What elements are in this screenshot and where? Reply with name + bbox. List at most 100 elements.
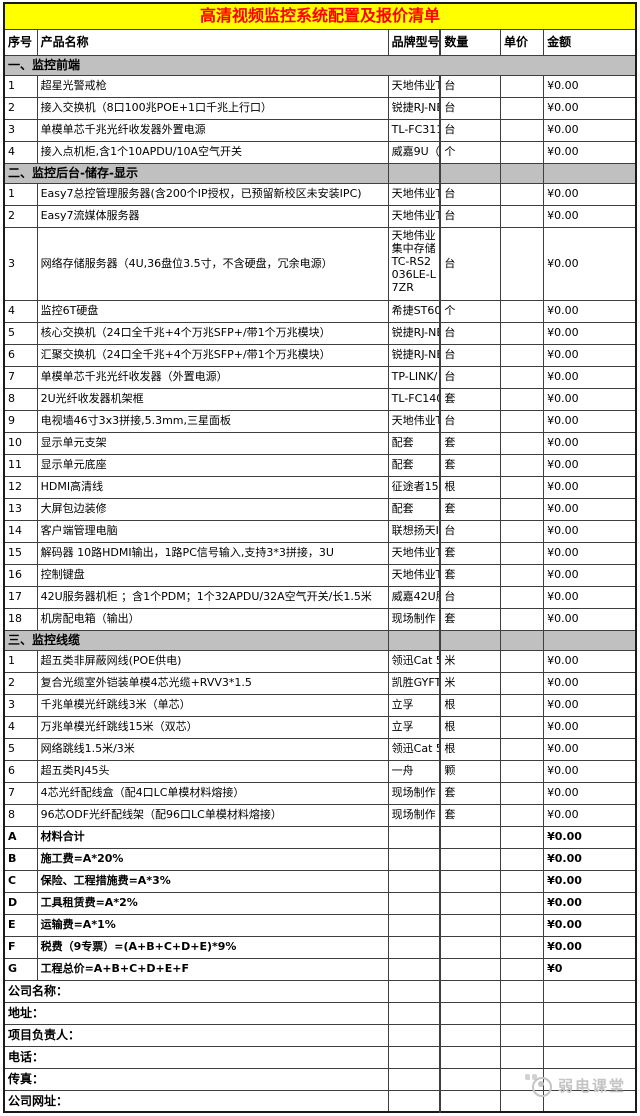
amount-cell bbox=[543, 1067, 637, 1091]
brand-model-cell bbox=[387, 913, 441, 937]
quantity-unit-cell bbox=[439, 825, 502, 849]
summary-label-cell: 税费（9专票）=(A+B+C+D+E)*9% bbox=[36, 935, 389, 959]
table-row: 序号 产品名称 品牌型号 数量 单价 金额 bbox=[3, 28, 637, 56]
table-row: F 税费（9专票）=(A+B+C+D+E)*9% ¥0.00 bbox=[3, 935, 637, 959]
column-header-5: 单价 bbox=[499, 28, 545, 56]
table-row: 公司名称： bbox=[3, 979, 637, 1003]
unit-price-cell bbox=[499, 759, 545, 783]
summary-code-cell: F bbox=[3, 935, 38, 959]
amount-cell: ¥0.00 bbox=[543, 935, 637, 959]
amount-cell: ¥0.00 bbox=[543, 891, 637, 915]
brand-model-cell: 现场制作 bbox=[387, 607, 441, 631]
unit-price-cell bbox=[499, 118, 545, 142]
amount-cell: ¥0.00 bbox=[543, 409, 637, 433]
row-number-cell: 4 bbox=[3, 299, 38, 323]
brand-model-cell bbox=[387, 1045, 441, 1069]
product-name-cell: 控制键盘 bbox=[36, 563, 389, 587]
unit-price-cell bbox=[499, 1001, 545, 1025]
summary-code-cell: E bbox=[3, 913, 38, 937]
unit-price-cell bbox=[499, 607, 545, 631]
section-band-amount-cell bbox=[543, 162, 637, 184]
amount-cell: ¥0.00 bbox=[543, 497, 637, 521]
brand-model-cell bbox=[387, 847, 441, 871]
brand-model-cell: TL-FC140 bbox=[387, 387, 441, 411]
table-row: 4监控6T硬盘希捷ST600个 ¥0.00 bbox=[3, 299, 637, 323]
amount-cell: ¥0.00 bbox=[543, 649, 637, 673]
row-number-cell: 3 bbox=[3, 118, 38, 142]
summary-code-cell: C bbox=[3, 869, 38, 893]
table-row: 12HDMI高清线征途者15米根 ¥0.00 bbox=[3, 475, 637, 499]
brand-model-cell: 锐捷RJ-NE bbox=[387, 96, 441, 120]
unit-price-cell bbox=[499, 891, 545, 915]
table-row: 6 汇聚交换机（24口全千兆+4个万兆SFP+/带1个万兆模块） 锐捷RJ-NE 台 ¥… bbox=[3, 343, 637, 367]
unit-price-cell bbox=[499, 1023, 545, 1047]
row-number-cell: 6 bbox=[3, 343, 38, 367]
section-band-brand-cell bbox=[387, 162, 441, 184]
table-row: 1 超星光警戒枪 天地伟业T 台 ¥0.00 bbox=[3, 74, 637, 98]
footer-label-cell: 电话： bbox=[3, 1045, 389, 1069]
product-name-cell: 超五类RJ45头 bbox=[36, 759, 389, 783]
amount-cell: ¥0.00 bbox=[543, 74, 637, 98]
amount-cell: ¥0.00 bbox=[543, 140, 637, 164]
table-row: 电话： bbox=[3, 1045, 637, 1069]
product-name-cell: 大屏包边装修 bbox=[36, 497, 389, 521]
quantity-unit-cell: 台 bbox=[439, 182, 502, 206]
amount-cell: ¥0.00 bbox=[543, 96, 637, 120]
unit-price-cell bbox=[499, 299, 545, 323]
quantity-unit-cell: 套 bbox=[439, 453, 502, 477]
product-name-cell: 机房配电箱（输出） bbox=[36, 607, 389, 631]
amount-cell: ¥0.00 bbox=[543, 343, 637, 367]
table-row: C 保险、工程措施费=A*3% ¥0.00 bbox=[3, 869, 637, 893]
quantity-unit-cell bbox=[439, 1001, 502, 1025]
table-row: 项目负责人： bbox=[3, 1023, 637, 1047]
quantity-unit-cell: 套 bbox=[439, 607, 502, 631]
quantity-unit-cell bbox=[439, 1089, 502, 1113]
unit-price-cell bbox=[499, 140, 545, 164]
product-name-cell: 解码器 10路HDMI输出，1路PC信号输入,支持3*3拼接，3U bbox=[36, 541, 389, 565]
unit-price-cell bbox=[499, 847, 545, 871]
row-number-cell: 16 bbox=[3, 563, 38, 587]
brand-model-cell: 配套 bbox=[387, 431, 441, 455]
table-row: 4 万兆单模光纤跳线15米（双芯） 立孚根 ¥0.00 bbox=[3, 715, 637, 739]
footer-label-cell: 公司网址： bbox=[3, 1089, 389, 1113]
unit-price-cell bbox=[499, 519, 545, 543]
product-name-cell: Easy7总控管理服务器(含200个IP授权，已预留新校区未安装IPC) bbox=[36, 182, 389, 206]
row-number-cell: 4 bbox=[3, 715, 38, 739]
product-name-cell: 显示单元支架 bbox=[36, 431, 389, 455]
table-row: 二、监控后台-储存-显示 bbox=[3, 162, 637, 184]
product-name-cell: 接入点机柜,含1个10APDU/10A空气开关 bbox=[36, 140, 389, 164]
quantity-unit-cell: 根 bbox=[439, 693, 502, 717]
table-row: A 材料合计 ¥0.00 bbox=[3, 825, 637, 849]
table-row: 9 电视墙46寸3x3拼接,5.3mm,三星面板 天地伟业T 台 ¥0.00 bbox=[3, 409, 637, 433]
unit-price-cell bbox=[499, 1045, 545, 1069]
section-band-price-cell bbox=[499, 162, 545, 184]
amount-cell: ¥0.00 bbox=[543, 321, 637, 345]
amount-cell: ¥0.00 bbox=[543, 118, 637, 142]
quantity-unit-cell: 套 bbox=[439, 431, 502, 455]
unit-price-cell bbox=[499, 431, 545, 455]
amount-cell: ¥0.00 bbox=[543, 715, 637, 739]
unit-price-cell bbox=[499, 693, 545, 717]
row-number-cell: 5 bbox=[3, 737, 38, 761]
table-row: 14 客户端管理电脑 联想扬天I 台 ¥0.00 bbox=[3, 519, 637, 543]
unit-price-cell bbox=[499, 475, 545, 499]
quantity-unit-cell: 套 bbox=[439, 563, 502, 587]
quantity-unit-cell: 台 bbox=[439, 365, 502, 389]
product-name-cell: 接入交换机（8口100兆POE+1口千兆上行口） bbox=[36, 96, 389, 120]
amount-cell: ¥0.00 bbox=[543, 607, 637, 631]
unit-price-cell bbox=[499, 737, 545, 761]
amount-cell: ¥0.00 bbox=[543, 519, 637, 543]
section-heading: 三、监控线缆 bbox=[3, 629, 389, 651]
brand-model-cell: 天地伟业T bbox=[387, 74, 441, 98]
amount-cell: ¥0.00 bbox=[543, 825, 637, 849]
amount-cell: ¥0.00 bbox=[543, 803, 637, 827]
product-name-cell: 客户端管理电脑 bbox=[36, 519, 389, 543]
unit-price-cell bbox=[499, 979, 545, 1003]
summary-label-cell: 工具租赁费=A*2% bbox=[36, 891, 389, 915]
summary-label-cell: 保险、工程措施费=A*3% bbox=[36, 869, 389, 893]
brand-model-cell: 希捷ST600 bbox=[387, 299, 441, 323]
brand-model-cell: TL-FC3111 bbox=[387, 118, 441, 142]
amount-cell: ¥0.00 bbox=[543, 387, 637, 411]
brand-model-cell bbox=[387, 957, 441, 981]
